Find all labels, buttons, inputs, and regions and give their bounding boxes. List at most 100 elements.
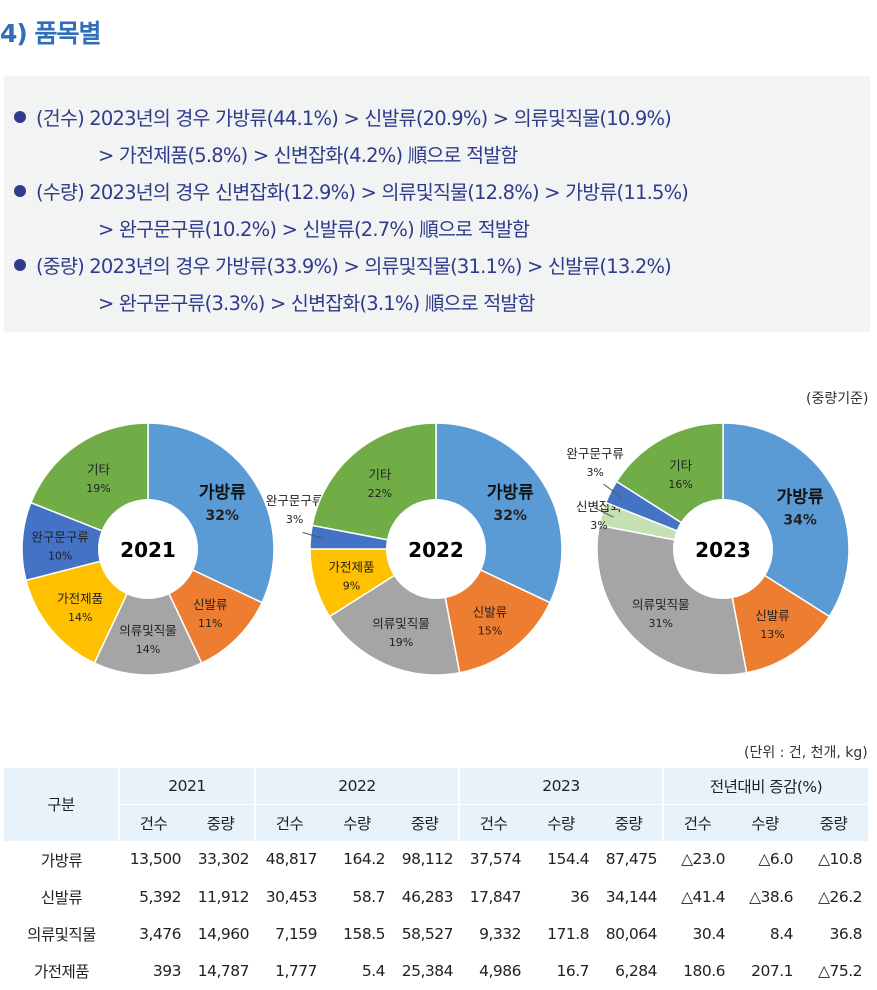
- table-cell: 80,064: [595, 915, 663, 953]
- donut-charts: 가방류 32% 신발류 11% 의류및직물 14% 가전제품 14% 완구문구류 10% 기타 19%…: [21, 422, 850, 676]
- header-year-2021: 2021: [118, 768, 255, 805]
- header-yoy-change: 전년대비 증감(%): [662, 768, 868, 805]
- row-category: 가전제품: [4, 952, 119, 990]
- slice-percent: 14%: [68, 611, 92, 624]
- table-cell: △23.0: [663, 841, 731, 879]
- slice-percent: 9%: [343, 580, 360, 593]
- table-cell: 8.4: [731, 915, 799, 953]
- summary-line: > 완구문구류(3.3%) > 신변잡화(3.1%) 順으로 적발함: [98, 292, 535, 315]
- row-category: 의류및직물: [4, 915, 119, 953]
- slice-percent: 11%: [198, 617, 222, 630]
- table-cell: △26.2: [799, 878, 868, 916]
- table-cell: 9,332: [459, 915, 527, 953]
- table-cell: 36.8: [799, 915, 868, 953]
- subheader-weight: 중량: [391, 804, 459, 841]
- header-category: 구분: [4, 768, 119, 842]
- slice-percent: 22%: [368, 487, 392, 500]
- chart-title: 2021: [120, 538, 176, 562]
- slice-label: 가전제품: [328, 560, 374, 575]
- slice-percent: 32%: [494, 508, 528, 524]
- header-year-2022: 2022: [254, 768, 459, 805]
- table-cell: 158.5: [323, 915, 391, 953]
- table-cell: △6.0: [731, 841, 799, 879]
- table-cell: 164.2: [323, 841, 391, 879]
- slice-label: 신발류: [473, 605, 508, 620]
- summary-line: > 완구문구류(10.2%) > 신발류(2.7%) 順으로 적발함: [98, 218, 530, 241]
- slice-percent: 14%: [136, 643, 160, 656]
- table-cell: 30,453: [255, 878, 323, 916]
- table-row: 의류및직물 3,476 14,960 7,159 158.5 58,527 9,…: [4, 915, 868, 953]
- slice-label: 완구문구류: [566, 446, 624, 461]
- slice-label: 기타: [87, 462, 111, 477]
- row-category: 신발류: [4, 878, 119, 916]
- subheader-qty: 수량: [527, 804, 595, 841]
- table-cell: 7,159: [255, 915, 323, 953]
- slice-의류및직물: [93, 547, 203, 676]
- slice-label: 의류및직물: [372, 616, 430, 631]
- slice-percent: 16%: [668, 478, 692, 491]
- summary-line: (중량) 2023년의 경우 가방류(33.9%) > 의류및직물(31.1%)…: [36, 255, 672, 278]
- slice-label: 의류및직물: [119, 623, 177, 638]
- table-cell: 6,284: [595, 952, 663, 990]
- table-cell: 5,392: [119, 878, 187, 916]
- table-cell: 5.4: [323, 952, 391, 990]
- summary-box: [4, 76, 870, 332]
- table-row: 가방류 13,500 33,302 48,817 164.2 98,112 37…: [4, 841, 868, 879]
- table-cell: △41.4: [663, 878, 731, 916]
- slice-label: 가방류: [487, 483, 534, 503]
- subheader-count: 건수: [458, 804, 527, 841]
- donut-hole: [673, 499, 773, 599]
- table-cell: 16.7: [527, 952, 595, 990]
- donut-hole: [386, 499, 486, 599]
- table-cell: 58,527: [391, 915, 459, 953]
- subheader-qty: 수량: [731, 804, 799, 841]
- chart-title: 2023: [695, 538, 751, 562]
- slice-percent: 34%: [783, 513, 817, 529]
- slice-percent: 10%: [48, 549, 72, 562]
- bullet-dot-icon: [14, 185, 26, 197]
- table-cell: 171.8: [527, 915, 595, 953]
- table-cell: 4,986: [459, 952, 527, 990]
- slice-label: 완구문구류: [266, 493, 324, 508]
- table-cell: 17,847: [459, 878, 527, 916]
- table-cell: 11,912: [187, 878, 255, 916]
- slice-percent: 15%: [478, 625, 502, 638]
- table-cell: 48,817: [255, 841, 323, 879]
- row-category: 가방류: [4, 841, 119, 879]
- slice-percent: 3%: [286, 513, 303, 526]
- slice-percent: 19%: [389, 636, 413, 649]
- leader-line: [603, 483, 622, 498]
- slice-label: 가전제품: [57, 591, 103, 606]
- bullet-dot-icon: [14, 259, 26, 271]
- summary-item: (건수) 2023년의 경우 가방류(44.1%) > 신발류(20.9%) >…: [14, 102, 672, 168]
- table-cell: △10.8: [799, 841, 868, 879]
- table-cell: 30.4: [663, 915, 731, 953]
- slice-label: 의류및직물: [632, 597, 690, 612]
- data-table: 구분 2021 2022 2023 전년대비 증감(%) 건수 중량 건수 수량…: [4, 768, 868, 990]
- table-cell: 154.4: [527, 841, 595, 879]
- table-cell: 33,302: [187, 841, 255, 879]
- slice-완구문구류: [21, 501, 151, 582]
- section-heading: 4) 품목별: [0, 19, 102, 48]
- slice-percent: 32%: [206, 508, 240, 524]
- table-cell: 207.1: [731, 952, 799, 990]
- subheader-count: 건수: [118, 804, 187, 841]
- table-cell: 46,283: [391, 878, 459, 916]
- slice-label: 가방류: [777, 488, 824, 508]
- table-cell: 37,574: [459, 841, 527, 879]
- leader-line: [594, 507, 614, 518]
- table-cell: 14,787: [187, 952, 255, 990]
- subheader-weight: 중량: [799, 804, 868, 841]
- table-row: 신발류 5,392 11,912 30,453 58.7 46,283 17,8…: [4, 878, 868, 916]
- table-cell: 98,112: [391, 841, 459, 879]
- table-cell: 36: [527, 878, 595, 916]
- table-cell: 25,384: [391, 952, 459, 990]
- slice-percent: 3%: [590, 519, 607, 532]
- slice-percent: 13%: [760, 628, 784, 641]
- donut-chart-2021: 가방류 32% 신발류 11% 의류및직물 14% 가전제품 14% 완구문구류 10% 기타 19%…: [21, 422, 275, 676]
- subheader-qty: 수량: [323, 804, 391, 841]
- table-unit-label: (단위 : 건, 천개, kg): [744, 745, 868, 761]
- table-cell: 13,500: [119, 841, 187, 879]
- table-cell: △38.6: [731, 878, 799, 916]
